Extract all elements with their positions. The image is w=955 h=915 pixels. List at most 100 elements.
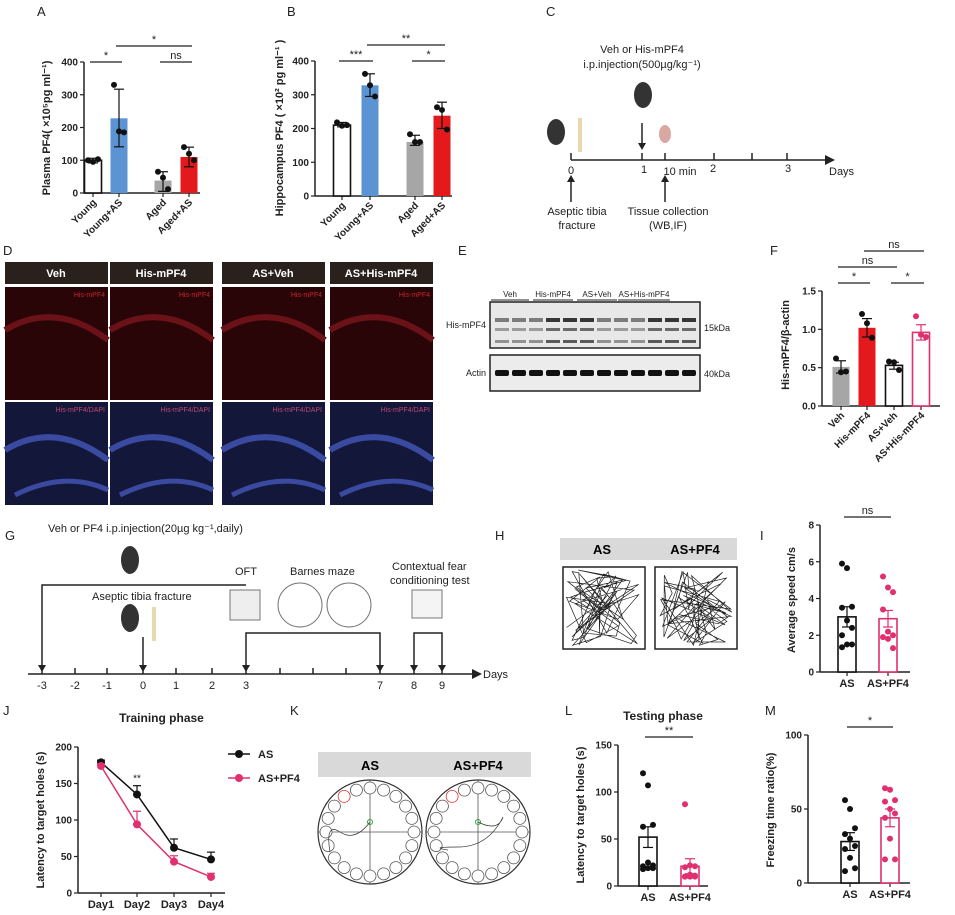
band	[631, 370, 645, 376]
panel-letter-e: E	[458, 243, 467, 258]
group-label: Veh	[503, 290, 517, 299]
data-point	[207, 855, 215, 864]
data-point	[844, 641, 850, 648]
mouse-icon	[547, 119, 565, 145]
significance-label: **	[133, 774, 141, 785]
legend-label: AS+PF4	[258, 773, 301, 785]
y-tick-label: 200	[61, 123, 78, 134]
data-point	[839, 604, 845, 611]
tissue-layer	[338, 478, 435, 498]
stain-label: His-mPF4/DAPI	[161, 407, 210, 414]
g-oft-label: OFT	[235, 566, 257, 578]
panel-g-timeline: Veh or PF4 i.p.injection(20µg kg⁻¹,daily…	[28, 523, 509, 692]
column-header-label: His-mPF4	[136, 268, 188, 280]
panel-letter-c: C	[546, 4, 555, 19]
panel-k-barnes: AS AS+PF4	[317, 752, 531, 885]
y-tick-label: 200	[55, 743, 72, 754]
x-tick-label: Day4	[198, 899, 225, 911]
y-tick-label: 100	[785, 731, 802, 742]
data-point	[90, 158, 96, 165]
maze-hole	[328, 799, 341, 813]
x-tick-label: AS+His-mPF4	[873, 410, 928, 465]
significance-label: *	[104, 50, 109, 62]
y-tick-label: 300	[292, 90, 309, 101]
legend-marker	[235, 750, 243, 758]
y-tick-label: 1.5	[802, 287, 816, 298]
maze-hole	[485, 867, 498, 881]
tissue-layer	[118, 478, 215, 498]
maze-hole	[407, 825, 421, 839]
data-point	[896, 366, 902, 373]
y-tick-label: 300	[61, 90, 78, 101]
x-tick-label: AS+PF4	[867, 678, 910, 690]
panel-letter-g: G	[5, 528, 15, 543]
significance-label: **	[402, 33, 411, 45]
data-point	[913, 313, 919, 320]
marker-label: 15kDa	[704, 323, 730, 333]
maze-hole	[429, 839, 443, 852]
significance-label: ns	[170, 50, 182, 62]
panel-letters: A B C D E F G H I J K L M	[3, 4, 778, 718]
y-tick-label: 4	[808, 594, 814, 605]
series-line	[100, 761, 212, 861]
maze-hole	[377, 783, 390, 797]
maze-hole	[513, 812, 527, 825]
y-tick-label: 50	[791, 805, 803, 816]
significance-label: ns	[862, 505, 874, 517]
maze-hole	[405, 812, 419, 825]
data-point	[412, 139, 418, 145]
band	[495, 370, 509, 376]
data-point	[116, 128, 122, 135]
g-axis-label: Days	[483, 669, 509, 681]
band	[495, 318, 509, 322]
data-point	[97, 761, 105, 770]
x-tick-label: AS+PF4	[869, 889, 912, 901]
mouse-icon	[121, 546, 139, 574]
data-point	[434, 104, 440, 111]
data-point	[121, 129, 127, 136]
maze-hole	[485, 783, 498, 797]
data-point	[882, 856, 888, 863]
band	[495, 340, 509, 343]
group-label: AS+Veh	[582, 290, 611, 299]
y-tick-label: 0	[72, 189, 78, 200]
data-point	[170, 843, 178, 852]
mouse-icon	[121, 604, 139, 632]
x-tick-label: Aged	[396, 200, 421, 225]
column-header	[110, 262, 213, 284]
x-tick-label: AS	[640, 892, 655, 904]
tissue-layer	[108, 434, 215, 463]
y-tick-label: 2	[808, 631, 814, 642]
group-label: His-mPF4	[535, 290, 571, 299]
data-point	[892, 856, 898, 863]
data-point	[842, 845, 848, 852]
data-point	[849, 624, 855, 631]
timeline-tick-label: 3	[243, 680, 249, 692]
data-point	[640, 770, 646, 777]
h-group-label: AS+PF4	[670, 542, 720, 557]
data-point	[367, 82, 373, 89]
data-point	[842, 868, 848, 875]
timeline-tick-label: 2	[209, 680, 215, 692]
data-point	[885, 584, 891, 591]
data-point	[886, 358, 892, 365]
data-point	[682, 873, 688, 880]
maze-hole	[321, 812, 335, 825]
y-tick-label: 0.5	[802, 363, 816, 374]
bone-icon	[578, 118, 582, 152]
maze-hole	[471, 869, 485, 883]
y-tick-label: 1.0	[802, 325, 816, 336]
significance-label: ns	[888, 239, 900, 251]
maze-hole	[497, 861, 511, 874]
data-point	[339, 122, 345, 129]
bar	[911, 331, 931, 407]
data-point	[692, 863, 698, 870]
row-label: Actin	[466, 368, 486, 378]
bone-icon	[152, 607, 156, 641]
maze-hole	[328, 851, 341, 865]
chart-l: 0 50 100 150 Latency to target holes (s) Test…	[575, 709, 712, 904]
y-tick-label: 0	[66, 889, 72, 900]
maze-hole	[427, 825, 441, 839]
